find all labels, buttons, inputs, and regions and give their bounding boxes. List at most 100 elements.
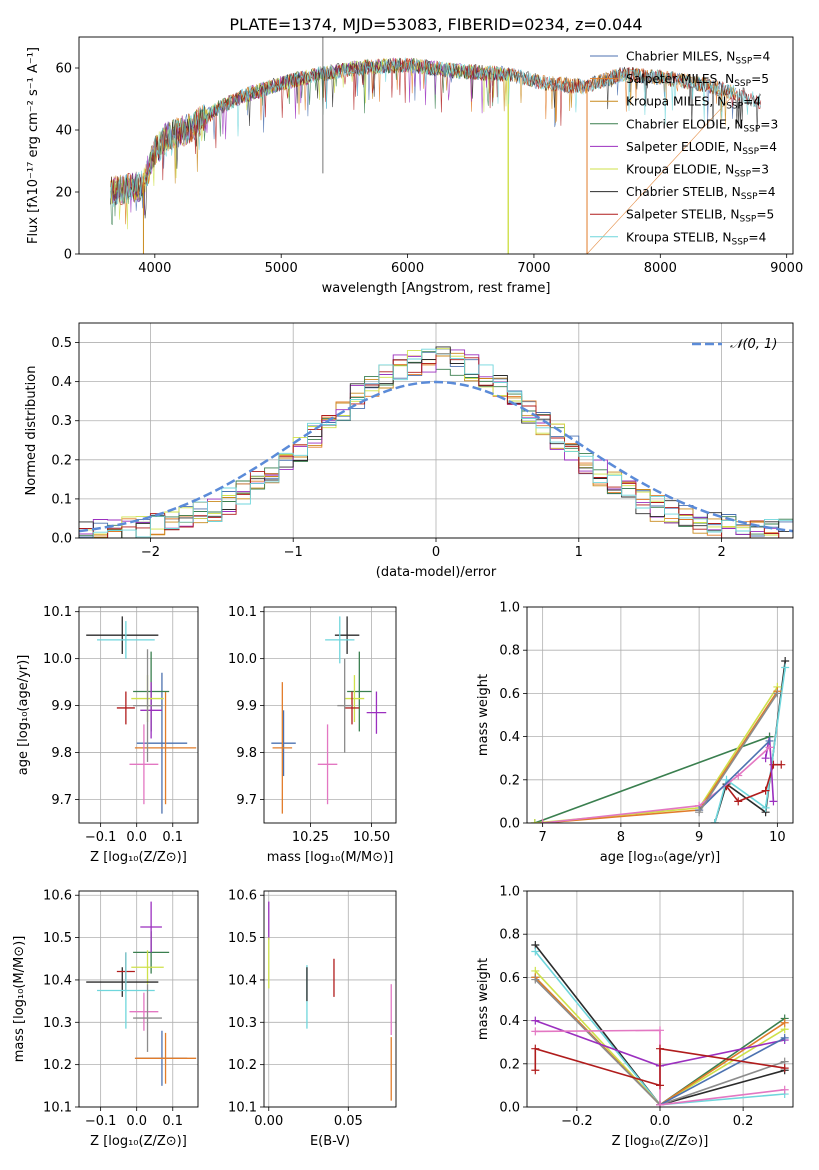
y-tick-label: 9.8 [51,746,72,761]
errorbar-point [134,1032,197,1084]
legend-label-sub: SSP [732,237,749,247]
plot-frame [526,890,794,1108]
y-tick-label: 0 [64,248,72,263]
legend-label-count: =4 [759,140,777,154]
errorbar-point [271,710,296,777]
y-tick-label: 9.9 [236,699,257,714]
weight-marker [531,947,540,956]
x-axis-label: E(B-V) [310,1134,350,1149]
residuals-panel: −2 −1 0 1 2 0.0 0.1 0.2 0.3 0.4 0.5 (data-model)/er… [24,322,794,580]
x-axis-label: age [log₁₀(age/yr)] [600,850,721,865]
weight-marker [531,1027,540,1036]
y-tick-label: 10.5 [228,931,257,946]
x-tick-label: 0.05 [334,1114,363,1129]
y-tick-label: 1.0 [499,601,520,616]
x-tick-label: −0.1 [85,1114,117,1129]
legend-label-name: Salpeter MILES, N [626,72,734,86]
weight-marker [531,975,540,984]
weight-marker [780,1018,789,1027]
y-tick-label: 10.4 [228,973,257,988]
x-tick-label: 7000 [517,261,550,276]
x-tick-label: 8000 [644,261,677,276]
weight-series-line [534,735,770,823]
legend-label: Chabrier STELIB, NSSP=4 [626,185,776,202]
weight-marker [777,760,786,769]
weight-marker [656,1044,664,1053]
weight-marker [531,1044,540,1053]
errorbar-point [133,984,162,1052]
y-tick-label: 0.8 [499,928,520,943]
plot-frame [263,890,397,1108]
x-tick-label: 9000 [770,261,803,276]
mass-weight-vs-age-panel: 7 8 9 10 0.0 0.2 0.4 0.6 0.8 1.0 age [log₁₀(age/yr… [476,601,794,865]
weight-marker [531,1066,540,1075]
y-tick-label: 10.6 [43,889,72,904]
y-tick-label: 9.7 [236,793,257,808]
y-tick-label: 10.2 [43,1058,72,1073]
x-tick-label: −1 [284,545,303,560]
errorbar-point [334,616,360,654]
weight-series-line [659,1037,786,1106]
errorbar-point [140,901,162,953]
y-tick-label: 20 [55,186,72,201]
plot-frame [526,606,794,824]
x-axis-label: mass [log₁₀(M/M⊙)] [267,850,394,865]
legend-label-sub: SSP [739,215,756,225]
weight-lines [531,941,789,1107]
histogram-series [79,348,793,538]
x-tick-label: −0.2 [561,1114,593,1129]
mass-weight-vs-Z-panel: −0.2 0.0 0.2 0.0 0.2 0.4 0.6 0.8 1.0 Z [log₁₀(Z/Z… [476,885,794,1149]
errorbar-point [347,651,372,732]
legend-label-sub: SSP [742,147,759,157]
y-axis-label: age [log₁₀(age/yr)] [16,655,31,776]
legend-label: 𝒩(0, 1) [730,337,777,352]
axis-ticks: 0.00 0.05 10.1 10.2 10.3 10.4 10.5 10.6 [228,889,363,1129]
legend-label-name: Salpeter ELODIE, N [626,140,742,154]
y-axis-label: Normed distribution [24,366,39,496]
y-tick-label: 0.0 [499,1101,520,1116]
y-tick-label: 10.1 [43,1101,72,1116]
legend-label-sub: SSP [734,79,751,89]
plot-frame [78,606,199,824]
grid-lines [264,891,396,1108]
errorbar-point [116,691,135,725]
y-axis-label: Flux [fλ10⁻¹⁷ erg cm⁻² s⁻¹ A⁻¹] [26,47,41,244]
legend-label-name: Chabrier STELIB, N [626,185,741,199]
weight-marker [695,808,704,817]
weight-marker [656,1081,664,1090]
weight-marker [761,786,770,795]
x-tick-label: 0.1 [162,830,183,845]
legend-label: Chabrier MILES, NSSP=4 [626,50,770,67]
y-tick-label: 0.2 [51,453,72,468]
errorbar-points [86,616,197,814]
x-tick-label: 6000 [391,261,424,276]
y-tick-label: 1.0 [499,885,520,900]
plot-frame [78,890,199,1108]
plot-frame [78,36,794,255]
spectrum-series-line [110,58,509,254]
legend-label: Kroupa ELODIE, NSSP=3 [626,163,769,180]
weight-series-line [714,667,786,823]
weight-lines [530,657,790,823]
grid-lines [264,607,396,823]
errorbar-point [344,675,365,723]
legend-label-count: =5 [751,72,769,86]
y-tick-label: 60 [55,62,72,77]
errorbar-point [366,691,387,734]
axis-ticks: −0.1 0.0 0.1 10.1 10.2 10.3 10.4 10.5 10.6 [43,889,183,1129]
x-axis-label: wavelength [Angstrom, rest frame] [322,281,551,296]
weight-marker [538,819,547,823]
x-tick-label: 7 [539,830,547,845]
y-tick-label: 0.6 [499,971,520,986]
legend-label-count: =4 [748,230,766,244]
legend-label: Salpeter STELIB, NSSP=5 [626,208,774,225]
x-axis-label: Z [log₁₀(Z/Z⊙)] [90,850,187,865]
weight-marker [769,797,778,806]
x-tick-label: 2 [717,545,725,560]
weight-marker [765,736,774,745]
x-tick-label: 9 [695,830,703,845]
y-tick-label: 10.2 [228,1058,257,1073]
legend-label-sub: SSP [734,170,751,180]
axis-ticks: 10.25 10.50 9.7 9.8 9.9 10.0 10.1 [228,605,390,845]
legend-label-name: Kroupa ELODIE, N [626,163,734,177]
